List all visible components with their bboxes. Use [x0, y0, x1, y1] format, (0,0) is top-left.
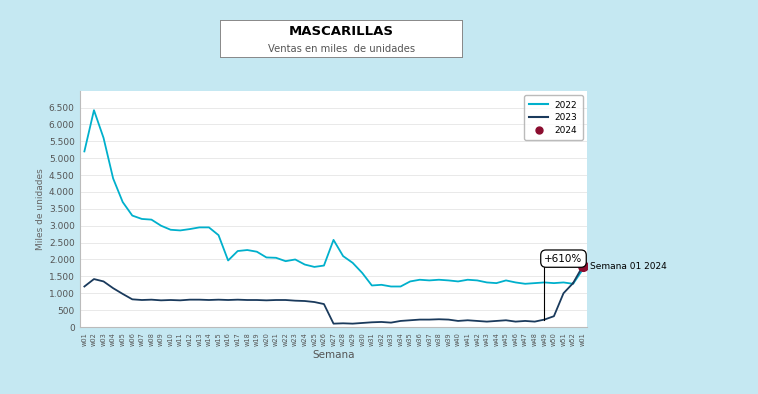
2023: [329, 321, 338, 326]
Text: Ventas en miles  de unidades: Ventas en miles de unidades: [268, 44, 415, 54]
2023: [568, 281, 578, 286]
2023: [396, 319, 405, 323]
2023: [415, 317, 424, 322]
2022: [387, 284, 396, 289]
Y-axis label: Miles de unidades: Miles de unidades: [36, 168, 45, 250]
2023: [80, 284, 89, 289]
Text: Semana 01 2024: Semana 01 2024: [590, 262, 667, 271]
2022: [89, 108, 99, 113]
Text: MASCARILLAS: MASCARILLAS: [289, 25, 393, 38]
2023: [262, 298, 271, 303]
2022: [424, 278, 434, 283]
2023: [128, 297, 137, 302]
Legend: 2022, 2023, 2024: 2022, 2023, 2024: [524, 95, 583, 140]
2022: [377, 282, 386, 287]
2023: [89, 277, 99, 281]
Text: +610%: +610%: [544, 254, 583, 264]
2023: [358, 321, 367, 325]
2022: [415, 277, 424, 282]
2022: [80, 149, 89, 154]
Line: 2022: 2022: [84, 110, 583, 286]
2022: [396, 284, 405, 289]
2022: [224, 258, 233, 263]
Line: 2023: 2023: [84, 279, 573, 323]
X-axis label: Semana: Semana: [312, 350, 355, 360]
2022: [482, 280, 491, 285]
2023: [319, 302, 328, 307]
2022: [578, 267, 587, 272]
